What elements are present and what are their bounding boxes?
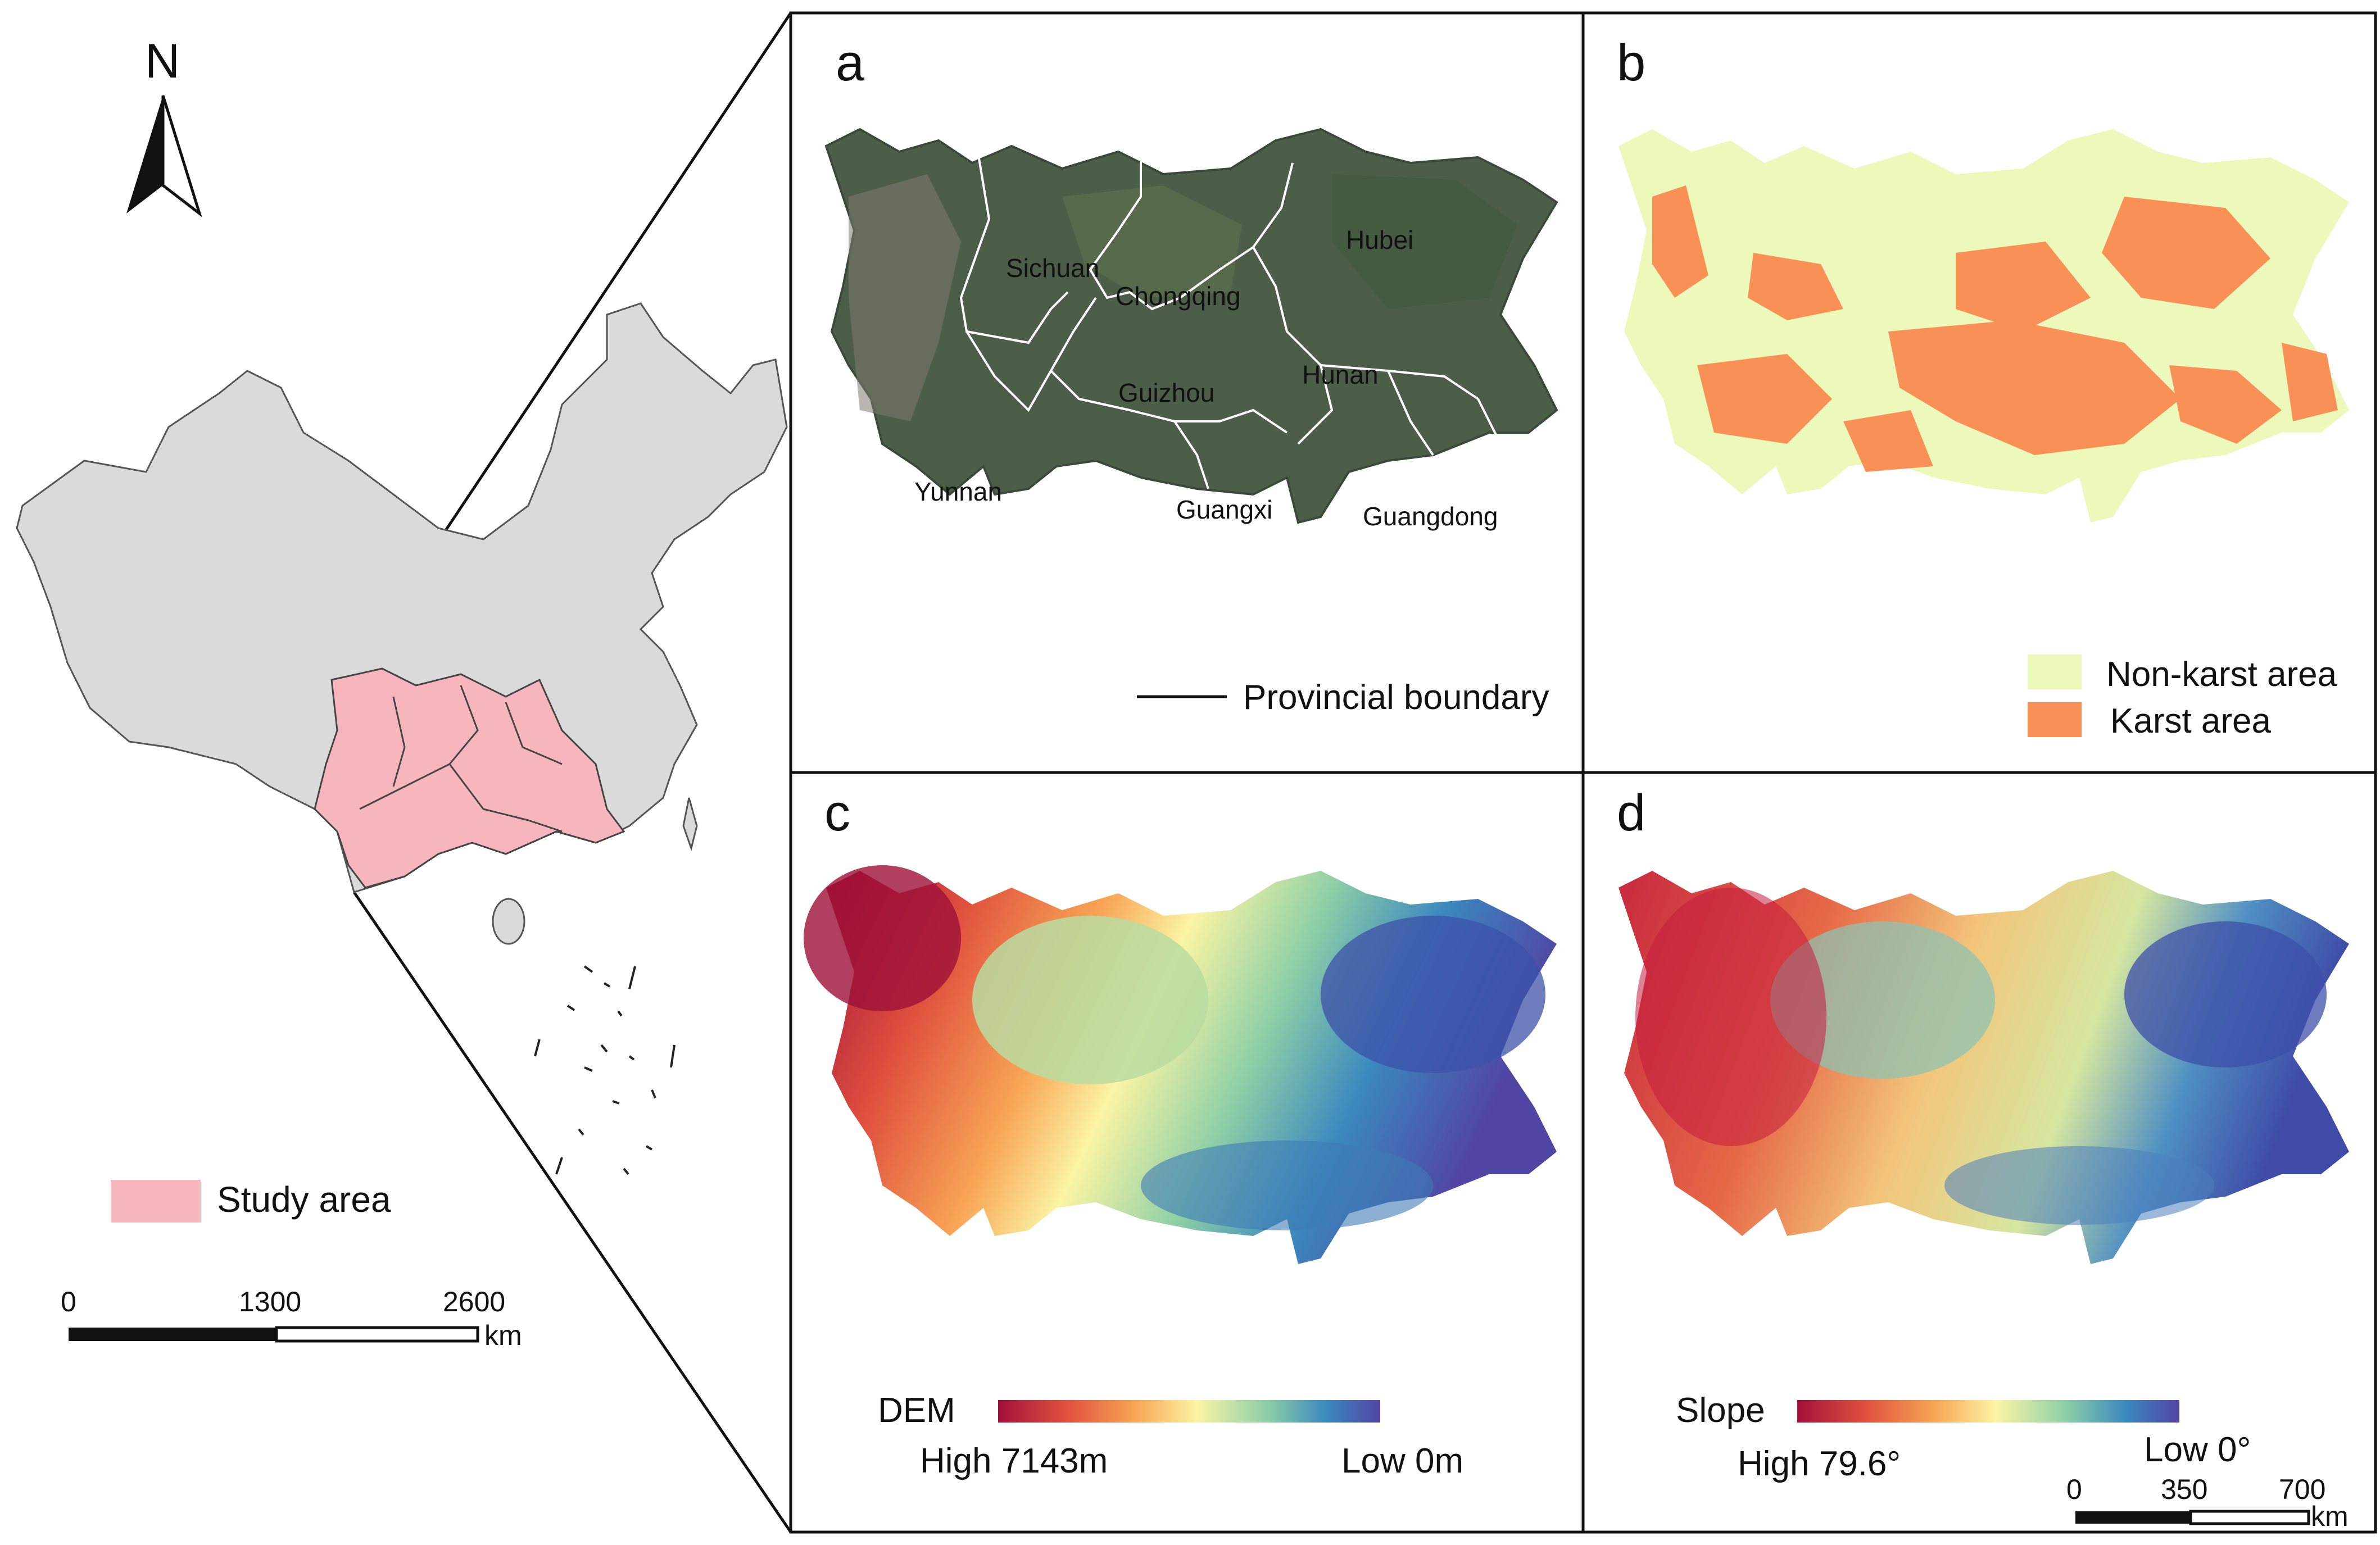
panel-b-letter: b: [1617, 34, 1646, 92]
north-arrow-icon: [126, 95, 202, 217]
province-label-hunan: Hunan: [1302, 360, 1379, 389]
china-landmass: [16, 302, 788, 893]
taiwan-island: [682, 797, 698, 852]
slope-colorbar-title: Slope: [1676, 1391, 1765, 1430]
slope-high-label: High 79.6°: [1738, 1444, 1901, 1483]
panel-d-scale-unit: km: [2311, 1501, 2349, 1532]
province-label-hubei: Hubei: [1346, 225, 1414, 255]
panel-d-scale-bar: [2075, 1510, 2310, 1525]
south-china-sea-islands: [534, 965, 676, 1175]
study-area-province-lines: [359, 685, 563, 833]
panel-d-map: [1619, 871, 2349, 1264]
zoom-line-bottom: [352, 891, 792, 1533]
panel-d-scale-tick-1: 350: [2161, 1474, 2208, 1505]
dem-low-label: Low 0m: [1341, 1442, 1464, 1480]
study-area-region: [314, 667, 625, 889]
province-label-chongqing: Chongqing: [1116, 281, 1241, 311]
province-label-guangdong: Guangdong: [1363, 502, 1498, 531]
panel-b-map: [1619, 129, 2349, 522]
province-label-sichuan: Sichuan: [1006, 253, 1100, 283]
overview-scale-tick-0: 0: [61, 1286, 76, 1317]
panel-d-scale-tick-2: 700: [2279, 1474, 2326, 1505]
panel-d-scale-tick-0: 0: [2066, 1474, 2082, 1505]
overview-scale-bar: [69, 1326, 479, 1343]
panel-a-letter: a: [836, 34, 865, 92]
overview-scale-tick-1: 1300: [239, 1286, 302, 1317]
slope-colorbar: [1797, 1400, 2179, 1423]
panel-a-map: [825, 128, 1558, 524]
overview-scale-tick-2: 2600: [443, 1286, 506, 1317]
study-area-legend-swatch: [111, 1180, 201, 1223]
panel-d-letter: d: [1617, 784, 1646, 842]
panel-d-frame: [1581, 771, 2377, 1534]
provincial-boundary-legend-label: Provincial boundary: [1243, 678, 1549, 717]
non-karst-legend-label: Non-karst area: [2106, 655, 2337, 694]
province-label-guangxi: Guangxi: [1176, 495, 1273, 524]
slope-low-label: Low 0°: [2144, 1430, 2251, 1469]
non-karst-legend-swatch: [2028, 655, 2082, 689]
province-label-guizhou: Guizhou: [1118, 378, 1215, 407]
hainan-island: [492, 898, 525, 945]
province-label-yunnan: Yunnan: [914, 477, 1003, 506]
karst-legend-swatch: [2028, 702, 2082, 737]
karst-legend-label: Karst area: [2110, 702, 2272, 740]
panel-c-letter: c: [824, 784, 850, 842]
panel-c-map: [804, 865, 1557, 1264]
dem-colorbar: [998, 1400, 1380, 1423]
china-overview-map: [16, 302, 788, 1175]
dem-colorbar-title: DEM: [878, 1391, 955, 1430]
study-area-legend-label: Study area: [217, 1179, 391, 1220]
overview-scale-unit: km: [484, 1320, 522, 1351]
dem-high-label: High 7143m: [920, 1442, 1108, 1480]
north-label: N: [145, 34, 180, 88]
